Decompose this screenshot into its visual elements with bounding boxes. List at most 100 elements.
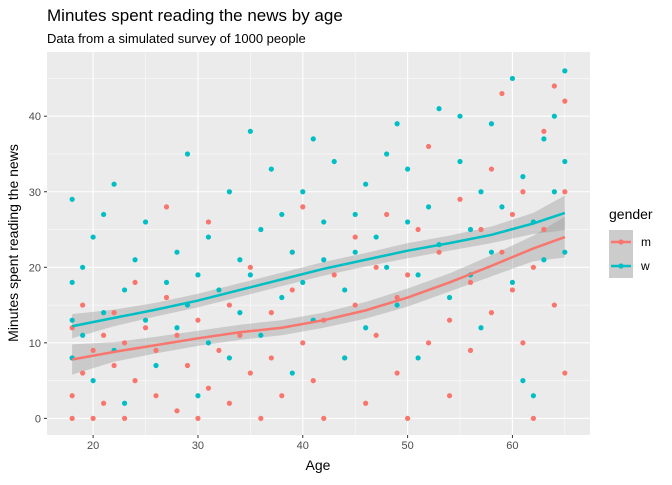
data-point-w <box>331 158 337 165</box>
data-point-m <box>363 400 369 406</box>
data-point-w <box>80 264 86 270</box>
data-point-m <box>425 340 432 346</box>
data-point-m <box>425 143 432 150</box>
data-point-w <box>478 325 484 331</box>
data-point-w <box>247 128 253 134</box>
data-point-w <box>363 325 369 331</box>
data-point-w <box>184 151 191 157</box>
data-point-m <box>132 378 138 384</box>
data-point-m <box>69 415 75 421</box>
data-point-m <box>384 211 390 218</box>
data-points <box>69 68 568 421</box>
data-point-w <box>279 211 285 218</box>
data-point-m <box>258 415 264 421</box>
x-axis-ticks: 20 30 40 50 60 <box>87 435 519 452</box>
data-point-m <box>562 189 568 195</box>
data-point-m <box>530 264 536 270</box>
data-point-m <box>153 393 159 399</box>
data-point-w <box>174 249 180 255</box>
data-point-w <box>237 257 243 263</box>
data-point-m <box>562 370 568 376</box>
data-point-w <box>153 362 159 369</box>
x-axis-label: Age <box>306 457 331 473</box>
data-point-w <box>195 272 201 278</box>
data-point-w <box>352 249 358 255</box>
data-point-m <box>405 272 411 278</box>
data-point-m <box>321 415 327 421</box>
data-point-w <box>467 226 474 233</box>
data-point-m <box>279 393 285 399</box>
data-point-w <box>69 317 75 323</box>
legend-label-w: w <box>640 259 650 273</box>
data-point-m <box>405 415 411 421</box>
data-point-m <box>499 249 505 255</box>
data-point-m <box>300 204 306 210</box>
data-point-m <box>541 226 547 233</box>
data-point-w <box>174 325 180 331</box>
data-point-m <box>541 128 547 134</box>
data-point-m <box>394 370 400 376</box>
data-point-w <box>216 287 222 293</box>
data-point-w <box>520 378 526 384</box>
data-point-m <box>446 317 453 323</box>
data-point-w <box>530 393 536 399</box>
data-point-m <box>352 302 358 308</box>
data-point-w <box>541 257 547 263</box>
data-point-w <box>394 121 400 127</box>
data-point-m <box>551 302 557 308</box>
data-point-w <box>268 166 274 172</box>
data-point-w <box>405 166 411 172</box>
data-point-w <box>237 310 243 316</box>
data-point-w <box>352 211 358 218</box>
data-point-m <box>446 393 453 399</box>
data-point-m <box>226 400 232 406</box>
data-point-w <box>300 279 306 286</box>
data-point-w <box>289 249 295 255</box>
data-point-w <box>342 355 348 361</box>
confidence-band-m <box>72 216 565 375</box>
chart-subtitle: Data from a simulated survey of 1000 peo… <box>47 31 306 46</box>
data-point-w <box>499 204 505 210</box>
y-tick-label: 30 <box>29 187 41 199</box>
data-point-w <box>457 113 463 119</box>
y-axis-ticks: 0 10 20 30 40 <box>29 111 47 425</box>
smooth-lines <box>71 211 566 361</box>
y-tick-label: 10 <box>29 338 41 350</box>
data-point-w <box>163 279 170 286</box>
data-point-m <box>331 272 337 278</box>
data-point-w <box>551 113 557 119</box>
data-point-w <box>478 189 484 195</box>
x-tick-label: 40 <box>297 440 309 452</box>
data-point-m <box>101 332 107 338</box>
legend-label-m: m <box>641 235 651 249</box>
data-point-w <box>321 257 327 263</box>
smooth-line-m <box>71 235 566 361</box>
data-point-m <box>153 347 159 353</box>
data-point-w <box>132 257 138 263</box>
data-point-m <box>373 332 379 338</box>
smooth-line-w <box>71 211 566 328</box>
data-point-m <box>415 226 421 233</box>
data-point-w <box>111 181 117 187</box>
data-point-w <box>520 174 526 180</box>
data-point-w <box>205 340 212 346</box>
data-point-m <box>520 340 526 346</box>
data-point-m <box>530 415 536 421</box>
chart-title: Minutes spent reading the news by age <box>47 6 343 25</box>
data-point-m <box>174 408 180 414</box>
data-point-m <box>163 204 170 210</box>
data-point-m <box>121 415 128 421</box>
data-point-m <box>436 249 442 255</box>
data-point-w <box>373 234 379 240</box>
data-point-w <box>415 272 421 278</box>
data-point-m <box>111 310 117 316</box>
data-point-m <box>195 317 201 323</box>
x-tick-label: 50 <box>401 440 413 452</box>
data-point-w <box>226 189 232 195</box>
data-point-m <box>562 98 568 104</box>
data-point-w <box>562 158 568 165</box>
data-point-w <box>363 181 369 187</box>
legend-point-m <box>618 239 624 245</box>
confidence-band-w <box>72 195 565 339</box>
data-point-m <box>247 264 253 270</box>
